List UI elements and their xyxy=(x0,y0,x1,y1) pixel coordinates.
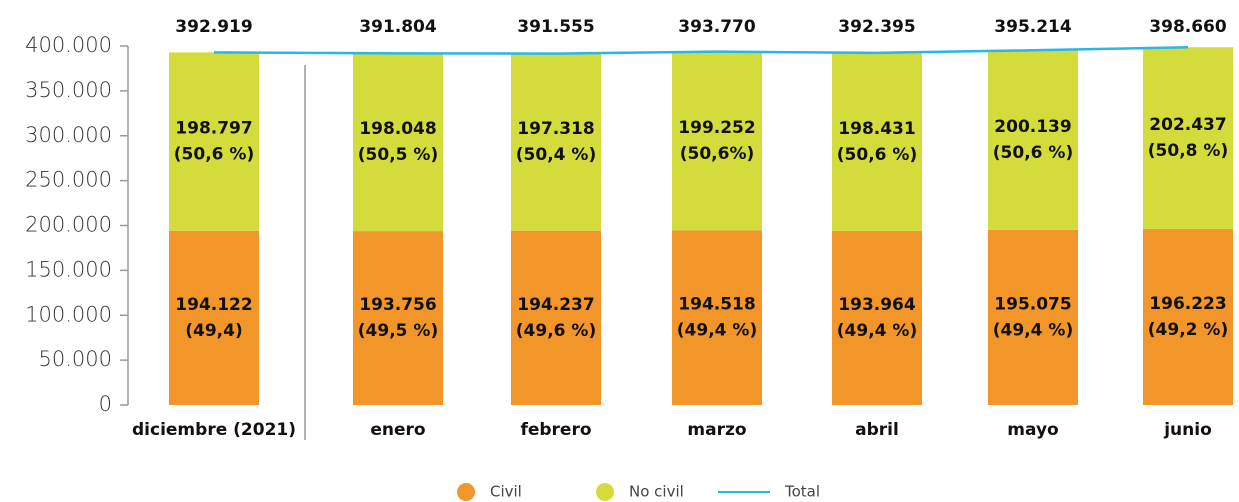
bar-segment xyxy=(672,51,762,231)
x-tick-label: abril xyxy=(855,420,899,440)
bar-value-label: 196.223 xyxy=(1149,294,1226,314)
legend-label: Total xyxy=(784,483,820,501)
bar-value-label: 193.964 xyxy=(838,295,916,315)
bar-segment xyxy=(1143,228,1233,405)
bar-segment xyxy=(511,53,601,231)
y-tick-label: 300.000 xyxy=(25,123,112,147)
bar-share-label: (50,4 %) xyxy=(516,145,596,165)
bar-segment xyxy=(988,50,1078,230)
bar-share-label: (49,4 %) xyxy=(837,321,917,341)
x-tick-label: diciembre (2021) xyxy=(132,420,296,440)
bar-segment xyxy=(988,229,1078,405)
bar-segment xyxy=(511,230,601,405)
legend-label: No civil xyxy=(629,483,684,501)
legend-label: Civil xyxy=(490,483,522,501)
bar-value-label: 200.139 xyxy=(994,117,1071,137)
y-tick-label: 150.000 xyxy=(25,257,112,281)
y-tick-label: 200.000 xyxy=(25,213,112,237)
y-tick-label: 400.000 xyxy=(25,33,112,57)
x-tick-label: junio xyxy=(1163,420,1212,440)
bar-share-label: (50,6 %) xyxy=(174,145,254,165)
bar-value-label: 198.797 xyxy=(175,119,252,139)
bar-value-label: 197.318 xyxy=(517,119,594,139)
bar-share-label: (50,6 %) xyxy=(837,145,917,165)
bar-value-label: 194.122 xyxy=(175,295,252,315)
bar-segment xyxy=(169,52,259,231)
y-tick-label: 50.000 xyxy=(39,347,112,371)
bar-value-label: 199.252 xyxy=(678,118,755,138)
bar-value-label: 194.518 xyxy=(678,295,755,315)
y-tick-label: 0 xyxy=(99,392,112,416)
y-tick-label: 100.000 xyxy=(25,302,112,326)
bar-segment xyxy=(832,52,922,231)
bar-segment xyxy=(672,230,762,405)
total-label: 391.804 xyxy=(359,17,437,37)
bar-value-label: 198.048 xyxy=(359,119,436,139)
bar-share-label: (49,2 %) xyxy=(1148,320,1228,340)
bar-share-label: (50,6%) xyxy=(680,144,755,164)
bar-share-label: (49,4 %) xyxy=(993,320,1073,340)
total-label: 391.555 xyxy=(517,17,594,37)
x-tick-label: enero xyxy=(370,420,425,440)
y-tick-label: 350.000 xyxy=(25,78,112,102)
bar-share-label: (50,6 %) xyxy=(993,143,1073,163)
bar-share-label: (50,8 %) xyxy=(1148,141,1228,161)
bar-share-label: (49,4 %) xyxy=(677,321,757,341)
legend-swatch xyxy=(457,483,475,501)
bar-value-label: 202.437 xyxy=(1149,115,1226,135)
total-label: 392.395 xyxy=(838,17,915,37)
bar-share-label: (49,6 %) xyxy=(516,321,596,341)
total-label: 393.770 xyxy=(678,17,756,37)
total-label: 398.660 xyxy=(1149,17,1227,37)
total-label: 392.919 xyxy=(175,17,252,37)
bar-share-label: (49,4) xyxy=(185,321,242,341)
x-tick-label: febrero xyxy=(520,420,591,440)
bar-segment xyxy=(353,231,443,405)
bar-segment xyxy=(353,53,443,232)
bar-segment xyxy=(832,230,922,405)
x-tick-label: marzo xyxy=(687,420,746,440)
bar-value-label: 198.431 xyxy=(838,119,915,139)
legend-swatch xyxy=(596,483,614,501)
total-label: 395.214 xyxy=(994,17,1072,37)
bar-value-label: 195.075 xyxy=(994,294,1071,314)
bar-value-label: 193.756 xyxy=(359,295,436,315)
y-tick-label: 250.000 xyxy=(25,168,112,192)
bar-share-label: (49,5 %) xyxy=(358,321,438,341)
bar-segment xyxy=(1143,47,1233,229)
x-tick-label: mayo xyxy=(1007,420,1058,440)
bar-share-label: (50,5 %) xyxy=(358,145,438,165)
bar-value-label: 194.237 xyxy=(517,295,594,315)
total-line xyxy=(213,45,1189,55)
bar-segment xyxy=(169,230,259,405)
